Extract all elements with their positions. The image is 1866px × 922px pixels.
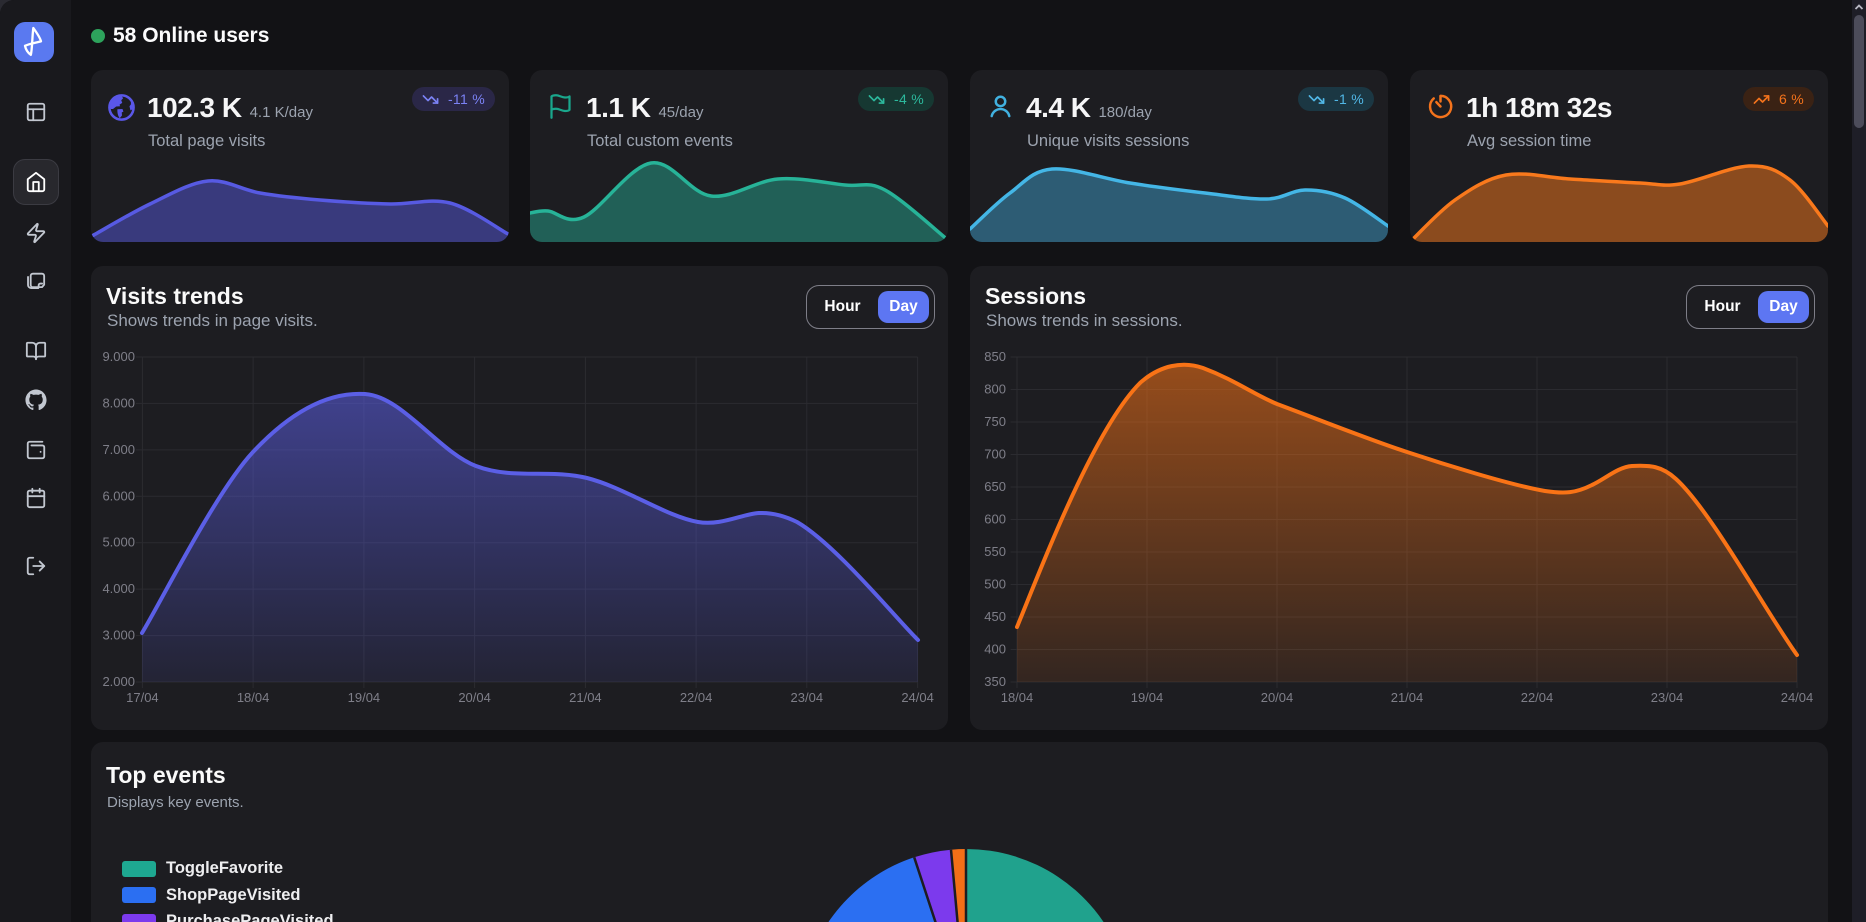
svg-text:20/04: 20/04 <box>458 690 491 705</box>
svg-text:3.000: 3.000 <box>102 628 135 643</box>
svg-text:24/04: 24/04 <box>1781 690 1814 705</box>
svg-text:700: 700 <box>984 447 1006 462</box>
svg-text:21/04: 21/04 <box>1391 690 1424 705</box>
svg-text:750: 750 <box>984 414 1006 429</box>
svg-text:21/04: 21/04 <box>569 690 602 705</box>
svg-text:600: 600 <box>984 512 1006 527</box>
svg-text:18/04: 18/04 <box>237 690 270 705</box>
svg-text:22/04: 22/04 <box>1521 690 1554 705</box>
svg-text:4.000: 4.000 <box>102 581 135 596</box>
svg-text:19/04: 19/04 <box>348 690 381 705</box>
svg-text:650: 650 <box>984 479 1006 494</box>
svg-text:8.000: 8.000 <box>102 395 135 410</box>
svg-text:7.000: 7.000 <box>102 442 135 457</box>
svg-text:400: 400 <box>984 642 1006 657</box>
svg-text:9.000: 9.000 <box>102 349 135 364</box>
svg-text:6.000: 6.000 <box>102 488 135 503</box>
svg-text:17/04: 17/04 <box>126 690 159 705</box>
svg-text:5.000: 5.000 <box>102 535 135 550</box>
svg-text:2.000: 2.000 <box>102 674 135 689</box>
svg-text:18/04: 18/04 <box>1001 690 1034 705</box>
svg-text:23/04: 23/04 <box>791 690 824 705</box>
svg-text:24/04: 24/04 <box>901 690 934 705</box>
svg-text:22/04: 22/04 <box>680 690 713 705</box>
svg-text:19/04: 19/04 <box>1131 690 1164 705</box>
svg-text:850: 850 <box>984 349 1006 364</box>
svg-text:550: 550 <box>984 544 1006 559</box>
svg-text:800: 800 <box>984 382 1006 397</box>
svg-text:500: 500 <box>984 577 1006 592</box>
svg-text:350: 350 <box>984 674 1006 689</box>
svg-text:450: 450 <box>984 609 1006 624</box>
svg-text:23/04: 23/04 <box>1651 690 1684 705</box>
svg-text:20/04: 20/04 <box>1261 690 1294 705</box>
